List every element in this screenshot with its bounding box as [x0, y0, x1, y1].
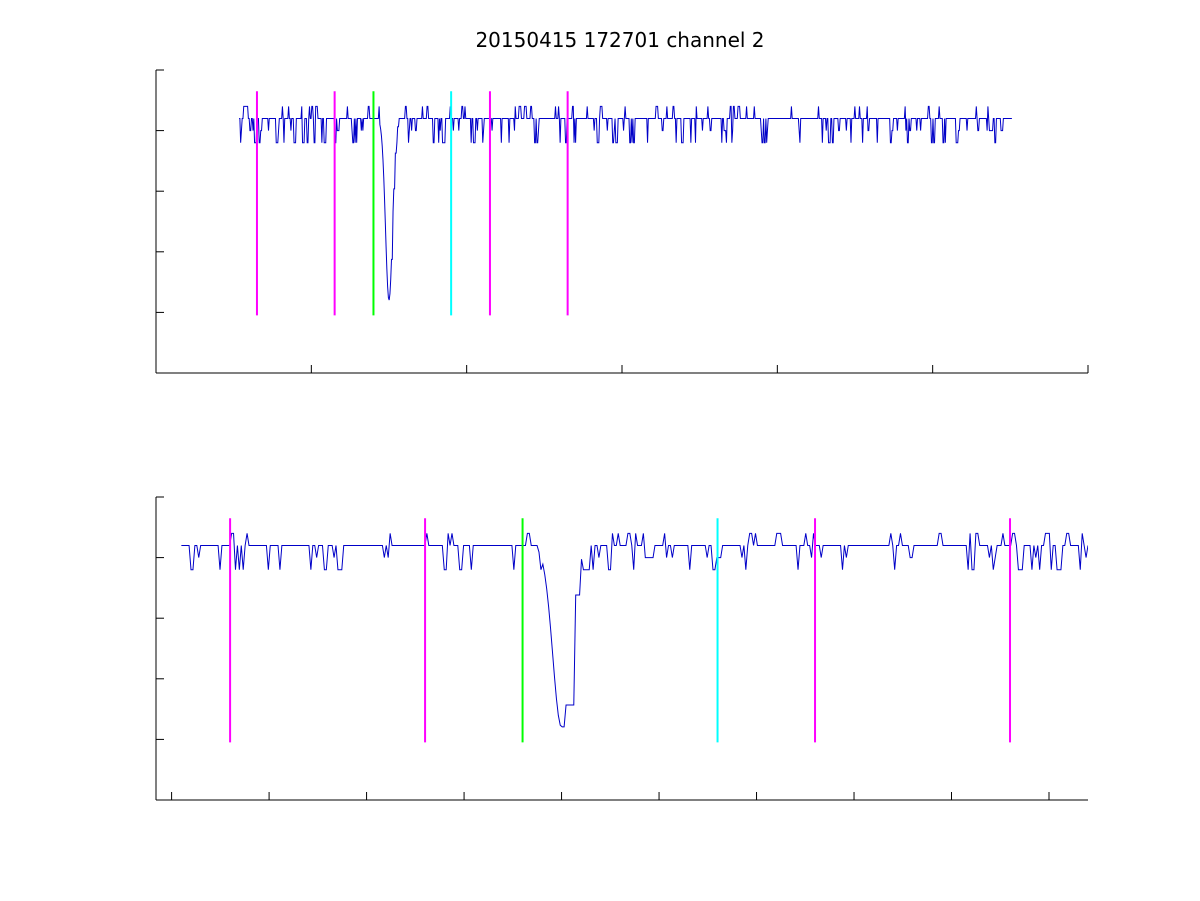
figure-title: 20150415 172701 channel 2 — [475, 28, 764, 52]
bottom-plot — [155, 496, 1088, 801]
signal-trace — [181, 532, 1088, 728]
signal-trace — [239, 105, 1012, 301]
top-plot — [155, 69, 1089, 374]
